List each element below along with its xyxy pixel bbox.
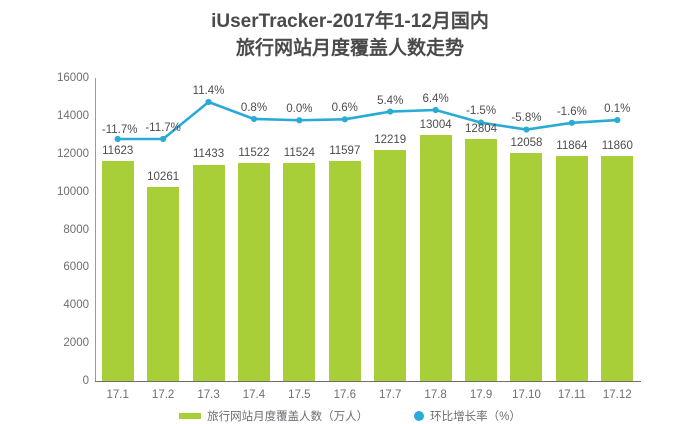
x-axis-tick-label: 17.3 [197,389,220,401]
bar-value-label: 10261 [147,170,180,183]
y-axis-tick-label: 4000 [63,299,89,312]
x-axis-tick-label: 17.11 [557,389,586,401]
bar [465,138,498,381]
bar-value-label: 11522 [238,146,270,159]
legend-line-dot-icon [414,411,425,421]
bar [283,162,316,381]
y-axis-tick-label: 12000 [57,147,89,160]
bar [374,149,407,381]
line-data-point [387,108,394,115]
y-axis-tick-label: 14000 [57,109,89,122]
bar-value-label: 11864 [556,140,588,153]
chart-legend: 旅行网站月度覆盖人数（万人） 环比增长率（%） [0,408,700,424]
y-axis-line [95,78,96,382]
line-value-label: -11.7% [101,124,138,136]
growth-rate-line [116,100,619,141]
x-axis-tick-label: 17.9 [469,389,493,401]
x-axis-tick-label: 17.7 [379,389,402,401]
x-axis-tick-label: 17.5 [288,389,311,401]
y-axis-tick-label: 6000 [63,261,89,274]
line-value-label: -1.6% [556,105,587,118]
chart-title: iUserTracker-2017年1-12月国内 旅行网站月度覆盖人数走势 [211,11,489,59]
legend-label-coverage: 旅行网站月度覆盖人数（万人） [207,411,369,423]
line-value-label: 0.1% [604,103,631,116]
x-axis-tick-label: 17.12 [602,389,632,401]
line-data-point [432,106,439,114]
legend-bar-swatch-icon [179,413,202,419]
line-data-point [568,119,575,126]
y-axis-tick-label: 16000 [57,72,89,84]
bar [555,156,588,381]
x-axis-tick-label: 17.8 [424,389,447,401]
bar [101,160,134,381]
plot-area: 11623 10261 11433 11522 11524 11597 12219 13004… [95,78,640,381]
line-data-point [477,119,485,126]
bar-value-label: 13004 [419,118,452,131]
bar-value-label: 11433 [192,148,225,161]
growth-rate-line-series [114,98,621,143]
y-axis-tick-label: 10000 [57,185,89,198]
line-value-label: 6.4% [422,93,449,105]
line-value-label: 5.4% [377,94,404,107]
line-value-label: -5.8% [511,111,542,124]
line-value-label: 0.6% [331,102,358,115]
line-data-point [614,117,621,124]
line-value-label: 0.8% [240,101,268,114]
line-data-point [296,117,303,124]
legend-item-growth-rate: 环比增长率（%） [414,408,521,424]
bar [328,161,361,381]
line-data-point [205,98,212,106]
bar [147,186,180,381]
legend-label-growth-rate: 环比增长率（%） [430,411,521,423]
line-value-label: 11.4% [192,85,225,97]
line-data-point [341,116,348,123]
x-axis-tick-label: 17.1 [106,389,129,401]
bar [419,134,452,381]
bar-value-label: 12804 [465,122,498,135]
bar [237,162,270,381]
line-data-point [160,135,167,143]
bar [510,152,543,381]
bar-value-label: 12058 [510,136,543,149]
bar-value-label: 11623 [102,144,134,157]
bar-value-label: 11597 [329,145,361,158]
bar [601,156,634,381]
line-value-label: -1.5% [466,104,497,117]
x-axis-line [95,381,641,382]
line-data-point [114,135,121,143]
bar-value-label: 11524 [283,146,315,159]
y-axis-tick-label: 2000 [63,337,89,350]
line-data-point [523,126,530,133]
x-axis-tick-label: 17.6 [333,389,356,401]
bar-value-label: 12219 [374,133,407,146]
x-axis-tick-label: 17.4 [242,389,266,401]
line-value-label: -11.7% [145,122,181,134]
x-axis-tick-label: 17.10 [512,389,541,401]
bar-value-label: 11860 [601,140,633,153]
legend-item-coverage: 旅行网站月度覆盖人数（万人） [179,408,368,424]
y-axis-tick-label: 0 [82,375,89,387]
y-axis: 0 2000 4000 6000 8000 10000 12000 14000 16000 [33,0,89,421]
line-value-label: 0.0% [286,103,313,116]
y-axis-tick-label: 8000 [63,223,89,236]
bar [192,164,225,381]
x-axis-tick-label: 17.2 [151,389,175,401]
line-data-point [250,115,258,123]
